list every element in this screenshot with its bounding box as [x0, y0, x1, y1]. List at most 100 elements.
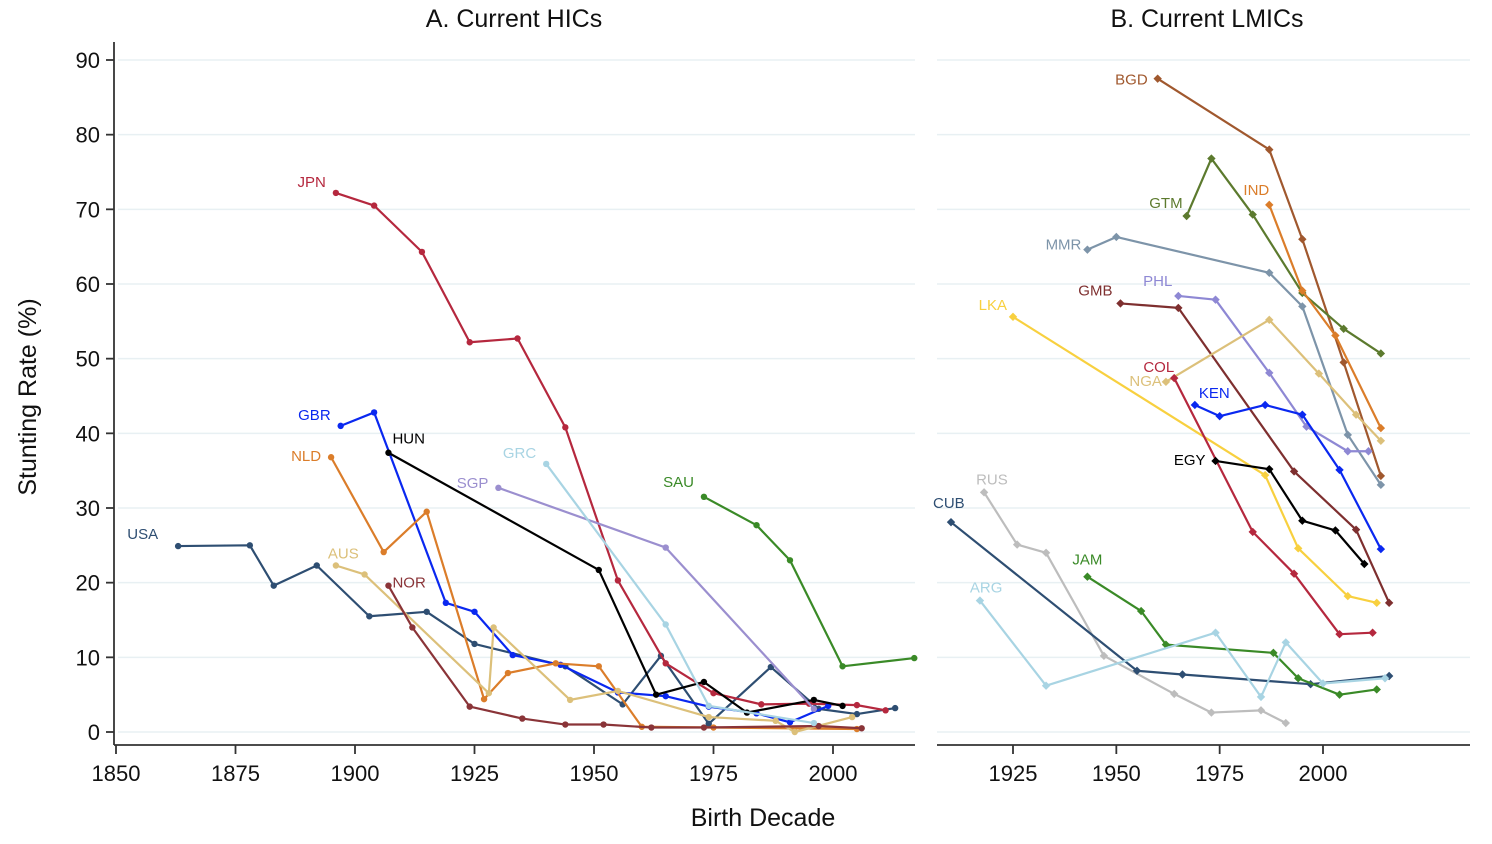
- series-egy: EGY: [1174, 452, 1369, 569]
- point-rus-3: [1099, 651, 1109, 661]
- point-gmb-1: [1174, 303, 1183, 313]
- y-tick-label-80: 80: [76, 123, 100, 148]
- point-sau-0: [700, 493, 708, 500]
- x-tick-label-a-1950: 1950: [570, 761, 619, 786]
- point-nor-7: [700, 724, 708, 731]
- series-ind: IND: [1243, 182, 1386, 433]
- point-aus-6: [705, 713, 712, 721]
- point-mmr-3: [1298, 302, 1307, 311]
- point-jpn-1: [370, 202, 378, 209]
- point-nor-3: [519, 715, 526, 722]
- point-col-4: [1368, 628, 1377, 637]
- point-gbr-10: [786, 719, 794, 726]
- y-tick-label-30: 30: [76, 496, 100, 521]
- line-gtm: [1185, 157, 1382, 355]
- x-tick-label-b-1925: 1925: [989, 761, 1038, 786]
- point-col-0: [1170, 373, 1179, 383]
- point-mmr-0: [1083, 245, 1092, 254]
- line-ind: [1268, 204, 1382, 429]
- series-arg: ARG: [970, 580, 1390, 702]
- point-bgd-3: [1339, 358, 1348, 367]
- point-egy-1: [1265, 464, 1274, 474]
- point-lka-2: [1294, 544, 1303, 553]
- series-label-egy: EGY: [1174, 452, 1206, 469]
- point-usa-0: [174, 542, 182, 550]
- point-jam-3: [1269, 648, 1278, 658]
- series-label-mmr: MMR: [1046, 237, 1082, 254]
- point-phl-4: [1343, 447, 1352, 456]
- series-grc: GRC: [503, 445, 818, 727]
- series-label-bgd: BGD: [1115, 72, 1148, 89]
- point-hun-0: [385, 449, 392, 456]
- series-label-sgp: SGP: [457, 475, 489, 492]
- point-mmr-4: [1343, 430, 1352, 440]
- point-hun-3: [700, 678, 708, 686]
- point-jpn-3: [466, 339, 473, 346]
- point-egy-3: [1331, 526, 1340, 535]
- point-rus-6: [1256, 706, 1266, 715]
- point-lka-3: [1343, 591, 1352, 601]
- y-tick-label-50: 50: [76, 347, 100, 372]
- point-arg-5: [1318, 679, 1328, 688]
- series-label-lka: LKA: [979, 297, 1007, 314]
- series-label-jpn: JPN: [298, 174, 326, 191]
- series-ken: KEN: [1190, 385, 1386, 554]
- point-hun-1: [595, 566, 602, 574]
- point-gtm-5: [1376, 349, 1386, 358]
- line-mmr: [1086, 235, 1382, 486]
- point-mmr-2: [1265, 268, 1274, 277]
- point-aus-7: [772, 717, 779, 724]
- point-aus-8: [791, 728, 798, 736]
- series-label-hun: HUN: [392, 431, 425, 448]
- point-usa-11: [767, 663, 775, 671]
- panel-b-title: B. Current LMICs: [1110, 5, 1303, 33]
- series-phl: PHL: [1143, 273, 1373, 456]
- point-sau-1: [753, 521, 760, 529]
- point-col-1: [1248, 527, 1257, 537]
- point-phl-0: [1174, 291, 1183, 301]
- point-nor-8: [815, 722, 822, 730]
- point-nor-9: [858, 725, 865, 732]
- point-gtm-1: [1207, 154, 1216, 163]
- point-sau-2: [786, 557, 794, 564]
- point-jam-4: [1294, 674, 1303, 683]
- point-sau-3: [839, 663, 846, 670]
- point-bgd-1: [1265, 145, 1274, 154]
- point-jpn-9: [758, 701, 765, 708]
- line-usa: [178, 544, 896, 725]
- point-usa-4: [366, 613, 373, 620]
- line-gbr: [340, 411, 829, 724]
- x-tick-label-b-2000: 2000: [1299, 761, 1348, 786]
- point-aus-0: [332, 562, 340, 569]
- point-jam-6: [1372, 685, 1381, 694]
- point-jpn-12: [882, 707, 889, 714]
- point-hun-6: [839, 702, 846, 710]
- series-hun: HUN: [385, 431, 846, 716]
- point-nga-4: [1376, 436, 1386, 445]
- point-ken-3: [1298, 410, 1307, 419]
- point-grc-3: [810, 719, 818, 727]
- point-sgp-0: [495, 484, 502, 492]
- point-jpn-6: [614, 577, 622, 584]
- point-egy-4: [1360, 559, 1369, 569]
- series-sgp: SGP: [457, 475, 818, 713]
- point-rus-7: [1281, 718, 1290, 728]
- point-ken-2: [1260, 400, 1270, 410]
- series-nld: NLD: [291, 448, 861, 733]
- point-rus-4: [1170, 689, 1179, 699]
- x-axis-label: Birth Decade: [691, 804, 836, 832]
- point-gmb-4: [1384, 598, 1394, 608]
- series-usa: USA: [127, 526, 899, 727]
- series-rus: RUS: [976, 471, 1290, 728]
- series-nor: NOR: [385, 575, 865, 732]
- point-lka-4: [1372, 598, 1381, 608]
- line-nld: [330, 456, 857, 731]
- series-label-sau: SAU: [663, 474, 694, 491]
- point-grc-2: [705, 702, 712, 710]
- point-sgp-2: [810, 705, 818, 713]
- panel-b: B. Current LMICs 1925 1950 1975 2000 BGD GTM…: [933, 5, 1470, 786]
- point-nor-6: [648, 724, 655, 731]
- point-arg-4: [1281, 638, 1290, 647]
- point-gmb-3: [1351, 525, 1361, 534]
- x-tick-label-a-2000: 2000: [809, 761, 858, 786]
